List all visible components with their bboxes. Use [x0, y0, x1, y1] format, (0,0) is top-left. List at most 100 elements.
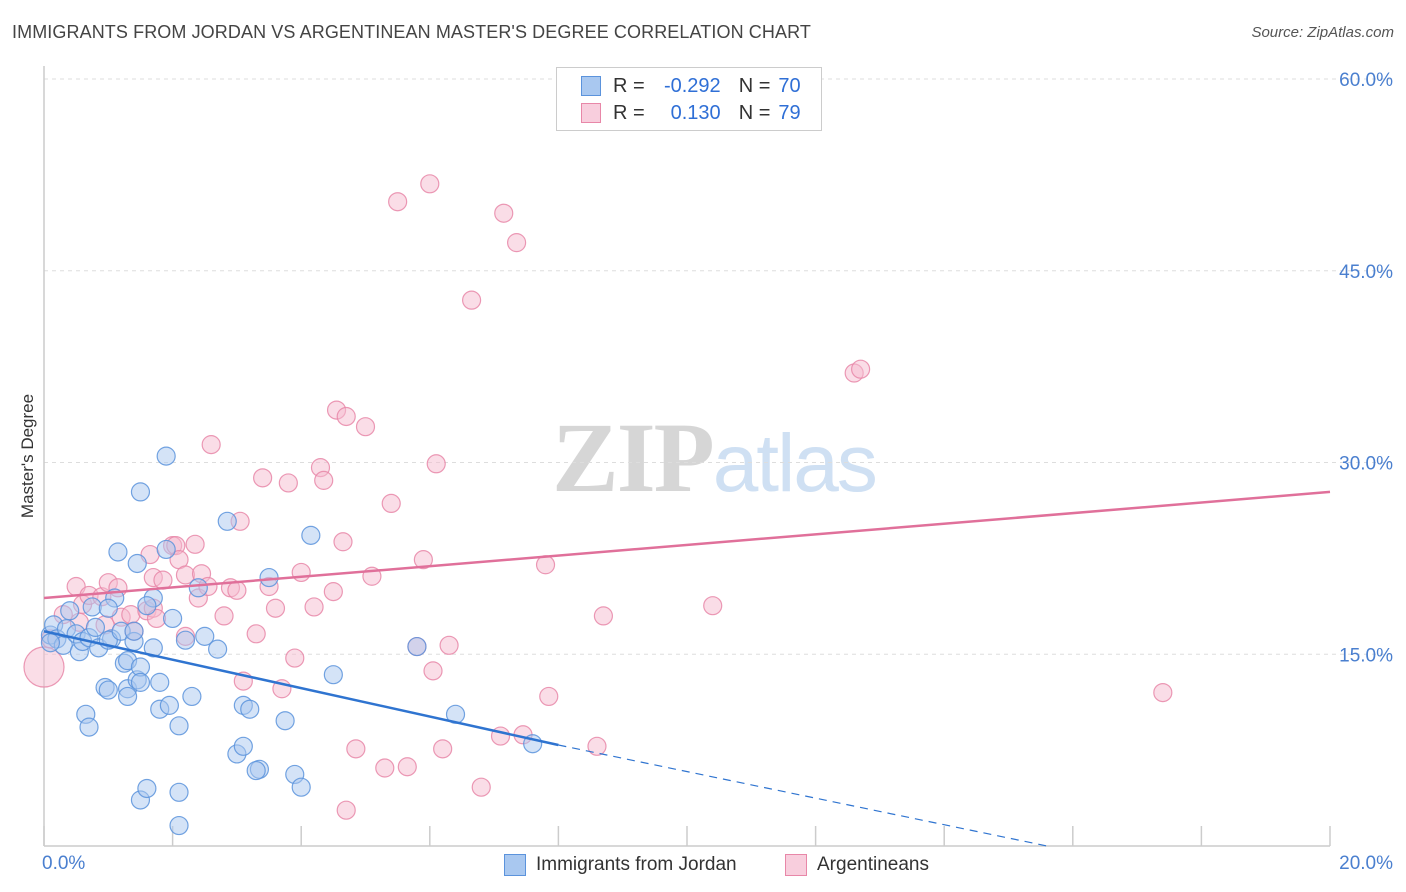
bottom-legend-label: Argentineans — [817, 854, 929, 875]
data-point — [507, 233, 527, 253]
data-point — [275, 711, 295, 731]
data-point — [159, 695, 179, 715]
x-tick-label: 20.0% — [1339, 853, 1393, 874]
legend-row-argentineans: R = 0.130 N = 79 — [581, 101, 801, 125]
data-point — [323, 665, 343, 685]
trend-lines — [43, 490, 1331, 847]
data-point — [185, 534, 205, 554]
jordan-points — [40, 446, 543, 836]
data-point — [246, 624, 266, 644]
legend-swatch-pink — [581, 103, 601, 123]
tick-labels: 15.0% 30.0% 45.0% 60.0% 0.0% 20.0% — [42, 70, 1393, 874]
data-point — [388, 192, 408, 212]
data-point — [471, 777, 491, 797]
data-point — [265, 598, 286, 618]
legend-r-value: 0.130 — [670, 101, 721, 124]
data-point — [188, 578, 208, 598]
data-point — [98, 598, 118, 618]
data-point — [175, 630, 196, 650]
data-point — [130, 672, 151, 692]
data-point — [227, 580, 247, 600]
chart-title: IMMIGRANTS FROM JORDAN VS ARGENTINEAN MA… — [12, 22, 811, 42]
source-credit: Source: ZipAtlas.com — [1251, 24, 1394, 41]
argentineans-trend-line — [43, 490, 1331, 600]
x-tick-label: 0.0% — [42, 853, 85, 874]
data-point — [407, 636, 427, 657]
data-point — [201, 435, 221, 455]
data-point — [285, 648, 305, 668]
data-point — [375, 758, 395, 778]
legend-r-label: R = — [613, 101, 645, 124]
data-point — [169, 716, 189, 736]
data-point — [539, 686, 559, 707]
watermark-zip: ZIP — [552, 402, 715, 513]
data-point — [127, 553, 147, 574]
data-point — [233, 736, 253, 756]
data-point — [259, 567, 279, 588]
data-point — [423, 661, 443, 681]
bottom-legend-jordan: Immigrants from Jordan — [504, 852, 737, 878]
data-point — [137, 596, 157, 616]
data-point — [336, 800, 356, 820]
legend-r-label: R = — [613, 74, 645, 97]
data-point — [253, 468, 273, 488]
data-point — [130, 482, 151, 502]
legend-n-value: 79 — [778, 101, 801, 124]
data-point — [108, 542, 128, 562]
data-point — [314, 470, 334, 490]
data-point — [40, 633, 61, 653]
bottom-legend-label: Immigrants from Jordan — [536, 854, 737, 875]
data-point — [301, 525, 321, 545]
data-point — [494, 203, 514, 223]
data-point — [169, 815, 189, 836]
data-point — [195, 626, 215, 646]
data-point — [461, 290, 482, 310]
data-point — [98, 680, 118, 700]
data-point — [182, 686, 202, 707]
data-point — [433, 739, 453, 759]
argentineans-points — [23, 174, 1173, 820]
data-point — [304, 597, 324, 617]
stats-legend: R = -0.292 N = 70 R = 0.130 N = 79 — [556, 67, 822, 131]
data-point — [169, 782, 189, 802]
data-point — [85, 617, 106, 638]
legend-n-label: N = — [738, 74, 771, 97]
legend-row-jordan: R = -0.292 N = 70 — [581, 74, 801, 98]
data-point — [593, 606, 614, 626]
data-point — [278, 473, 298, 493]
legend-n-label: N = — [738, 101, 771, 124]
data-point — [426, 454, 446, 474]
grid-layer — [44, 78, 1395, 655]
data-point — [60, 601, 80, 621]
data-point — [336, 406, 356, 427]
data-point — [1153, 682, 1173, 703]
jordan-trend-line — [43, 630, 559, 747]
data-point — [117, 686, 138, 707]
jordan-trend-extension — [558, 744, 1048, 847]
data-point — [291, 562, 311, 583]
y-tick-label: 15.0% — [1339, 645, 1393, 666]
data-point — [79, 717, 99, 737]
data-point — [535, 555, 556, 575]
bottom-swatch-blue — [504, 854, 526, 876]
data-point — [420, 174, 440, 194]
data-point — [323, 582, 343, 602]
data-point — [82, 597, 102, 617]
legend-swatch-blue — [581, 76, 601, 96]
data-point — [208, 639, 228, 659]
data-point — [156, 446, 176, 466]
data-point — [153, 570, 173, 590]
data-point — [397, 757, 417, 777]
data-point — [587, 736, 607, 756]
data-point — [217, 511, 237, 531]
y-tick-label: 45.0% — [1339, 262, 1393, 283]
data-point — [124, 621, 144, 641]
data-point — [137, 778, 157, 799]
data-point — [143, 638, 163, 658]
data-point — [214, 606, 234, 626]
y-tick-label: 60.0% — [1339, 70, 1393, 91]
bottom-legend-argentineans: Argentineans — [785, 852, 929, 878]
data-point — [703, 596, 723, 616]
watermark: ZIPatlas — [552, 400, 878, 515]
